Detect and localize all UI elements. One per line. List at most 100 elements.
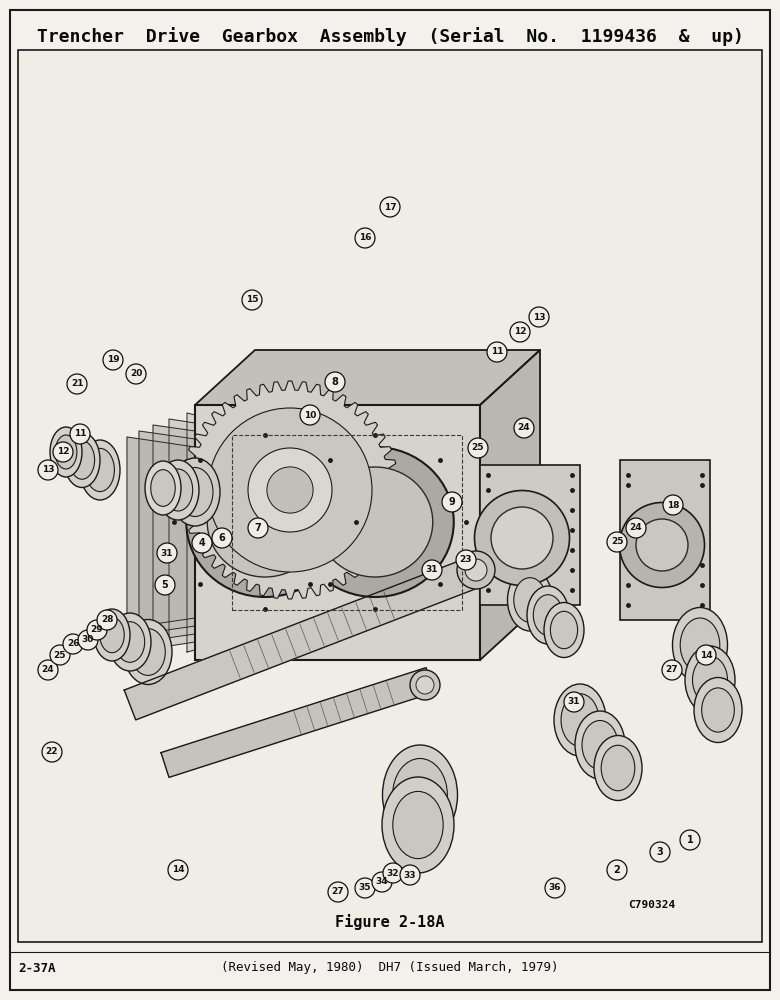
Text: 2-37A: 2-37A (18, 962, 55, 974)
Ellipse shape (186, 447, 344, 597)
Ellipse shape (619, 502, 704, 587)
Text: 14: 14 (172, 865, 184, 874)
Circle shape (248, 448, 332, 532)
Circle shape (325, 372, 345, 392)
Text: 18: 18 (667, 500, 679, 510)
Circle shape (267, 467, 313, 513)
Ellipse shape (636, 519, 688, 571)
Circle shape (328, 882, 348, 902)
Circle shape (626, 518, 646, 538)
Ellipse shape (410, 670, 440, 700)
Text: 25: 25 (54, 650, 66, 660)
Text: (Revised May, 1980)  DH7 (Issued March, 1979): (Revised May, 1980) DH7 (Issued March, 1… (222, 962, 558, 974)
Polygon shape (161, 668, 434, 777)
Bar (620, 460, 710, 620)
Text: 17: 17 (384, 202, 396, 212)
Text: 11: 11 (74, 430, 87, 438)
Circle shape (53, 442, 73, 462)
Ellipse shape (392, 758, 448, 832)
Ellipse shape (544, 602, 584, 658)
Ellipse shape (86, 448, 115, 492)
Circle shape (510, 322, 530, 342)
Ellipse shape (115, 622, 145, 662)
Polygon shape (153, 425, 195, 640)
Text: 32: 32 (387, 868, 399, 878)
Polygon shape (181, 381, 399, 599)
Text: 24: 24 (518, 424, 530, 432)
Circle shape (155, 575, 175, 595)
Ellipse shape (317, 467, 433, 577)
Text: 2: 2 (614, 865, 620, 875)
Circle shape (126, 364, 146, 384)
Ellipse shape (534, 595, 562, 635)
Ellipse shape (508, 569, 552, 631)
Ellipse shape (177, 468, 213, 516)
Text: 13: 13 (42, 466, 55, 475)
Ellipse shape (100, 617, 124, 653)
Text: 24: 24 (629, 524, 642, 532)
Ellipse shape (693, 656, 728, 704)
Text: 28: 28 (101, 615, 113, 624)
Ellipse shape (672, 607, 728, 682)
Circle shape (168, 860, 188, 880)
Polygon shape (127, 437, 195, 628)
Ellipse shape (694, 678, 742, 742)
Ellipse shape (554, 684, 606, 756)
Bar (18, 50, 762, 942)
Circle shape (63, 634, 83, 654)
Circle shape (383, 863, 403, 883)
Text: 26: 26 (67, 640, 80, 648)
Text: 4: 4 (199, 538, 205, 548)
Text: 7: 7 (254, 523, 261, 533)
Circle shape (663, 495, 683, 515)
Circle shape (468, 438, 488, 458)
Text: 31: 31 (568, 698, 580, 706)
Text: 25: 25 (472, 444, 484, 452)
Circle shape (355, 878, 375, 898)
Ellipse shape (514, 578, 546, 622)
Ellipse shape (702, 688, 734, 732)
Text: 33: 33 (404, 870, 417, 880)
Circle shape (87, 620, 107, 640)
Text: 8: 8 (332, 377, 339, 387)
Ellipse shape (474, 490, 569, 585)
Ellipse shape (145, 461, 181, 515)
Circle shape (442, 492, 462, 512)
Ellipse shape (393, 791, 443, 859)
Text: 31: 31 (426, 566, 438, 574)
Text: 27: 27 (665, 666, 679, 674)
Text: 21: 21 (71, 379, 83, 388)
Ellipse shape (170, 458, 220, 526)
Ellipse shape (50, 427, 82, 477)
Text: 24: 24 (41, 666, 55, 674)
Text: 16: 16 (359, 233, 371, 242)
Text: 9: 9 (448, 497, 456, 507)
Ellipse shape (601, 745, 635, 791)
Circle shape (607, 532, 627, 552)
Text: 22: 22 (46, 748, 58, 756)
Polygon shape (139, 431, 195, 634)
Circle shape (355, 228, 375, 248)
Text: Trencher  Drive  Gearbox  Assembly  (Serial  No.  1199436  &  up): Trencher Drive Gearbox Assembly (Serial … (37, 28, 743, 46)
Ellipse shape (94, 609, 130, 661)
Ellipse shape (207, 467, 323, 577)
Text: 13: 13 (533, 312, 545, 322)
Circle shape (42, 742, 62, 762)
Circle shape (545, 878, 565, 898)
Ellipse shape (582, 721, 618, 769)
Circle shape (422, 560, 442, 580)
Text: 27: 27 (332, 888, 344, 896)
Circle shape (38, 660, 58, 680)
Text: 12: 12 (514, 328, 526, 336)
Polygon shape (124, 555, 486, 720)
Ellipse shape (416, 676, 434, 694)
Text: 35: 35 (359, 884, 371, 892)
Circle shape (97, 610, 117, 630)
Text: 29: 29 (90, 626, 103, 635)
Polygon shape (187, 413, 195, 652)
Text: 6: 6 (218, 533, 225, 543)
Ellipse shape (575, 711, 625, 779)
Circle shape (78, 630, 98, 650)
Circle shape (157, 543, 177, 563)
Ellipse shape (124, 619, 172, 684)
